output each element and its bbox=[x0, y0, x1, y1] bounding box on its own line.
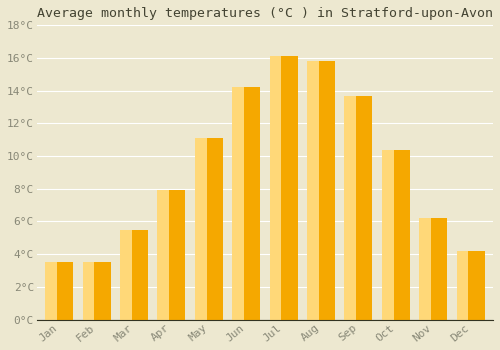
Bar bbox=[232, 88, 244, 320]
Bar bbox=[456, 251, 468, 320]
Bar bbox=[382, 149, 410, 320]
Bar bbox=[158, 190, 186, 320]
Bar bbox=[195, 138, 223, 320]
Bar bbox=[270, 56, 297, 320]
Title: Average monthly temperatures (°C ) in Stratford-upon-Avon: Average monthly temperatures (°C ) in St… bbox=[37, 7, 493, 20]
Bar bbox=[419, 218, 447, 320]
Bar bbox=[307, 61, 319, 320]
Bar bbox=[45, 262, 57, 320]
Bar bbox=[232, 88, 260, 320]
Bar bbox=[307, 61, 335, 320]
Bar bbox=[158, 190, 169, 320]
Bar bbox=[120, 230, 132, 320]
Bar bbox=[82, 262, 94, 320]
Bar bbox=[344, 96, 372, 320]
Bar bbox=[120, 230, 148, 320]
Bar bbox=[270, 56, 281, 320]
Bar bbox=[382, 149, 394, 320]
Bar bbox=[456, 251, 484, 320]
Bar bbox=[82, 262, 110, 320]
Bar bbox=[344, 96, 356, 320]
Bar bbox=[45, 262, 73, 320]
Bar bbox=[419, 218, 431, 320]
Bar bbox=[195, 138, 206, 320]
